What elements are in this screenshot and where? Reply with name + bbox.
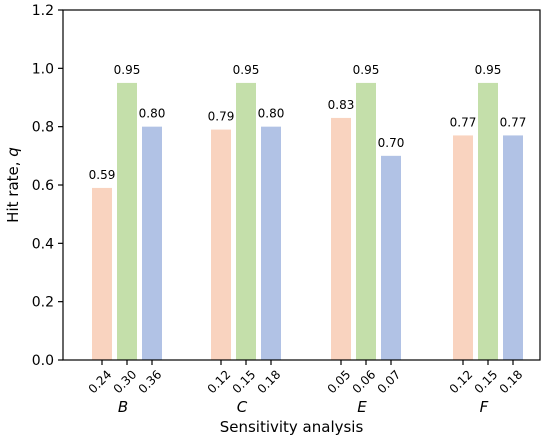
bar	[381, 155, 401, 360]
y-tick-label: 1.0	[32, 61, 54, 77]
bar	[92, 187, 112, 360]
x-tick-label: 0.15	[230, 367, 259, 396]
plot-frame	[62, 9, 541, 361]
y-axis-title-variable: q	[4, 147, 22, 157]
data-label: 0.95	[353, 63, 380, 77]
y-tick-label: 0.2	[32, 295, 54, 311]
x-tick-label: 0.36	[136, 367, 165, 396]
data-label: 0.95	[114, 63, 141, 77]
bar	[261, 126, 281, 361]
x-tick-label: 0.15	[472, 367, 501, 396]
data-label: 0.95	[233, 63, 260, 77]
data-label: 0.80	[139, 107, 166, 121]
bar	[331, 117, 351, 361]
data-label: 0.95	[475, 63, 502, 77]
data-label: 0.77	[450, 115, 477, 129]
bar	[117, 82, 137, 361]
group-label: B	[118, 398, 128, 416]
data-label: 0.77	[500, 115, 527, 129]
x-axis: 0.240.300.36B0.120.150.18C0.050.060.07E0…	[86, 360, 526, 416]
bar	[211, 129, 231, 360]
group-label: F	[480, 398, 489, 416]
y-tick-label: 1.2	[32, 3, 54, 19]
bar	[356, 82, 376, 361]
data-label: 0.70	[378, 136, 405, 150]
y-axis-title: Hit rate, q	[4, 147, 22, 223]
data-label: 0.80	[258, 107, 285, 121]
bars-layer	[92, 82, 523, 361]
data-label: 0.79	[208, 110, 235, 124]
data-label: 0.59	[89, 168, 116, 182]
x-axis-title: Sensitivity analysis	[220, 418, 364, 436]
bar	[453, 135, 473, 360]
bar	[478, 82, 498, 361]
y-tick-label: 0.8	[32, 120, 54, 136]
x-tick-label: 0.12	[447, 367, 476, 396]
x-tick-label: 0.05	[325, 367, 354, 396]
group-label: C	[237, 398, 248, 416]
y-tick-label: 0.6	[32, 178, 54, 194]
x-tick-label: 0.07	[375, 367, 404, 396]
y-tick-label: 0.0	[32, 353, 54, 369]
data-labels-layer: 0.59 0.95 0.80 0.79 0.95 0.80 0.83 0.95 0.70 0.77…	[89, 63, 527, 182]
x-tick-label: 0.18	[255, 367, 284, 396]
bar	[142, 126, 162, 361]
y-axis: 0.0 0.2 0.4 0.6 0.8 1.0 1.2	[32, 3, 63, 369]
bar	[503, 135, 523, 360]
x-tick-label: 0.06	[350, 367, 379, 396]
data-label: 0.83	[328, 98, 355, 112]
x-tick-label: 0.30	[111, 367, 140, 396]
group-label: E	[357, 398, 367, 416]
x-tick-label: 0.12	[205, 367, 234, 396]
bar	[236, 82, 256, 361]
y-tick-label: 0.4	[32, 236, 54, 252]
y-axis-title-text: Hit rate,	[4, 157, 22, 223]
x-tick-label: 0.24	[86, 367, 115, 396]
x-tick-label: 0.18	[497, 367, 526, 396]
